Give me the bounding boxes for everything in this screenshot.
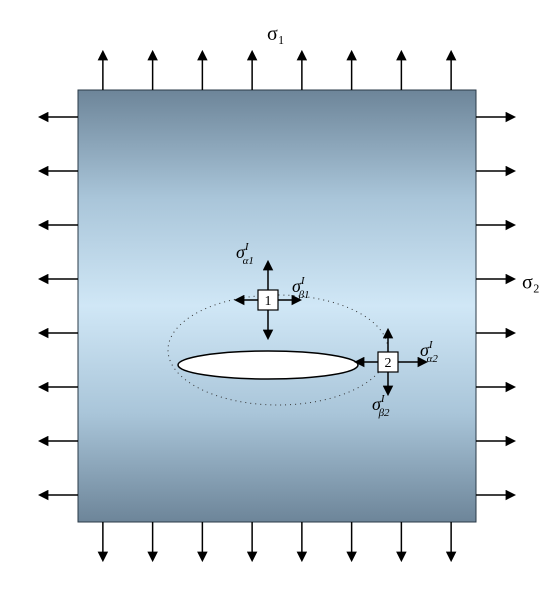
element-label-2: 2 xyxy=(385,356,392,371)
stress-diagram: σ₁σ₂1σIα1σIβ12σIα2σIβ2 xyxy=(0,0,560,594)
sigma1-label: σ₁ xyxy=(267,23,285,45)
crack-ellipse xyxy=(178,351,358,379)
sigma2-label: σ₂ xyxy=(522,272,540,294)
element-label-1: 1 xyxy=(265,294,272,309)
